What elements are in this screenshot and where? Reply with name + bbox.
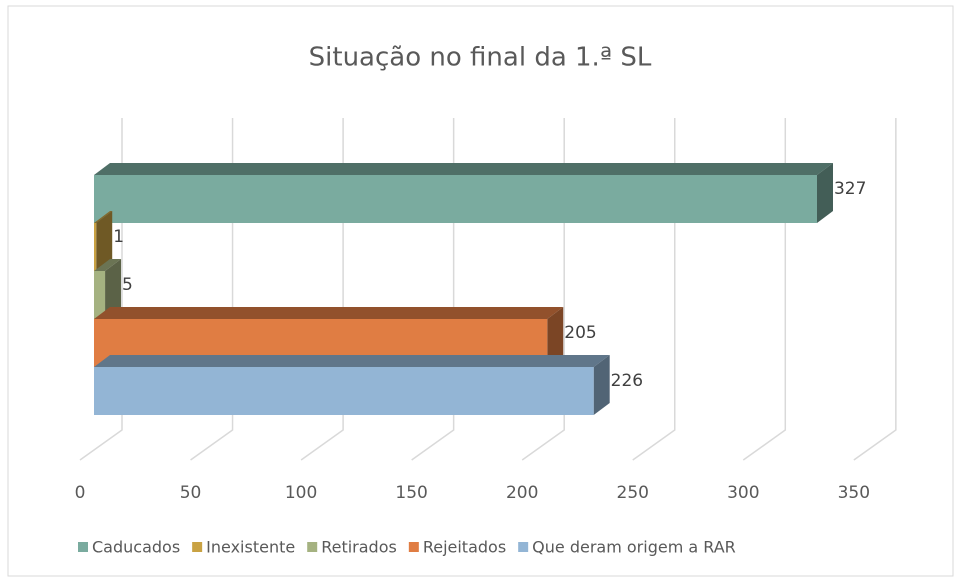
x-tick-label: 300	[727, 483, 759, 503]
bar-face	[105, 259, 122, 319]
bar-face	[593, 355, 610, 415]
x-tick-label: 200	[506, 483, 538, 503]
bar-face	[816, 163, 833, 223]
grid-line	[853, 118, 897, 461]
legend-marker	[408, 542, 419, 552]
bar-face	[94, 259, 122, 271]
x-tick-label: 350	[838, 483, 870, 503]
legend-label: Que deram origem a RAR	[532, 538, 736, 557]
bar	[94, 163, 833, 223]
bar	[94, 355, 610, 415]
bar-face	[94, 175, 817, 223]
data-label: 327	[834, 179, 866, 199]
data-label: 1	[113, 227, 124, 247]
x-tick-label: 0	[75, 483, 86, 503]
bar-face	[547, 307, 564, 367]
x-tick-label: 100	[285, 483, 317, 503]
bar-face	[94, 367, 594, 415]
x-tick-label: 50	[180, 483, 202, 503]
legend-marker	[192, 542, 203, 552]
bar-face	[94, 211, 113, 223]
bar-face	[94, 355, 610, 367]
legend-marker	[518, 542, 529, 552]
x-tick-label: 150	[395, 483, 427, 503]
bar-face	[94, 307, 564, 319]
legend-label: Rejeitados	[423, 538, 506, 557]
bar-face	[96, 211, 113, 271]
bar-face	[94, 223, 97, 271]
x-tick-label: 250	[617, 483, 649, 503]
legend-label: Inexistente	[206, 538, 295, 557]
data-label: 226	[611, 371, 643, 391]
legend-label: Caducados	[92, 538, 180, 557]
data-label: 5	[122, 275, 133, 295]
bar-face	[94, 271, 106, 319]
bar-face	[94, 163, 833, 175]
legend-label: Retirados	[321, 538, 397, 557]
chart-title: Situação no final da 1.ª SL	[309, 43, 652, 73]
legend-marker	[307, 542, 318, 552]
chart-border	[7, 5, 954, 577]
data-label: 205	[564, 323, 596, 343]
bar	[94, 259, 122, 319]
bar	[94, 211, 113, 271]
legend-marker	[78, 542, 88, 552]
